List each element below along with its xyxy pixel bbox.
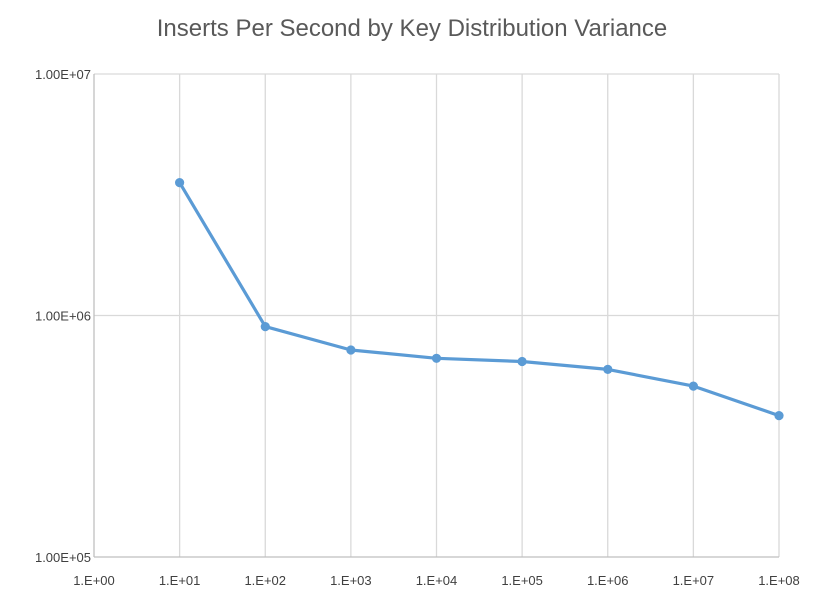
tick-labels: 1.E+00 1.E+01 1.E+02 1.E+03 1.E+04 1.E+05 1.E+…	[35, 67, 800, 588]
x-tick-label: 1.E+05	[501, 573, 543, 588]
x-tick-label: 1.E+02	[244, 573, 286, 588]
grid-layer	[94, 73, 780, 557]
x-tick-label: 1.E+01	[159, 573, 201, 588]
y-tick-label: 1.00E+05	[35, 550, 91, 565]
series-line	[178, 181, 781, 418]
x-tick-label: 1.E+06	[587, 573, 629, 588]
x-tick-label: 1.E+03	[330, 573, 372, 588]
chart-title: Inserts Per Second by Key Distribution V…	[157, 15, 667, 42]
data-point	[517, 356, 527, 367]
x-tick-label: 1.E+07	[673, 573, 715, 588]
y-tick-label: 1.00E+06	[35, 309, 91, 324]
data-point	[175, 178, 185, 188]
data-point	[774, 411, 784, 421]
data-point	[260, 322, 270, 332]
x-tick-label: 1.E+00	[73, 573, 115, 588]
y-tick-label: 1.00E+07	[35, 67, 91, 82]
series-layer	[175, 178, 784, 421]
data-point	[688, 381, 699, 391]
x-tick-label: 1.E+04	[416, 573, 458, 588]
x-tick-label: 1.E+08	[758, 573, 800, 588]
data-point	[431, 353, 442, 363]
axis-layer	[93, 74, 779, 558]
data-point	[346, 345, 356, 355]
data-point	[603, 364, 613, 374]
